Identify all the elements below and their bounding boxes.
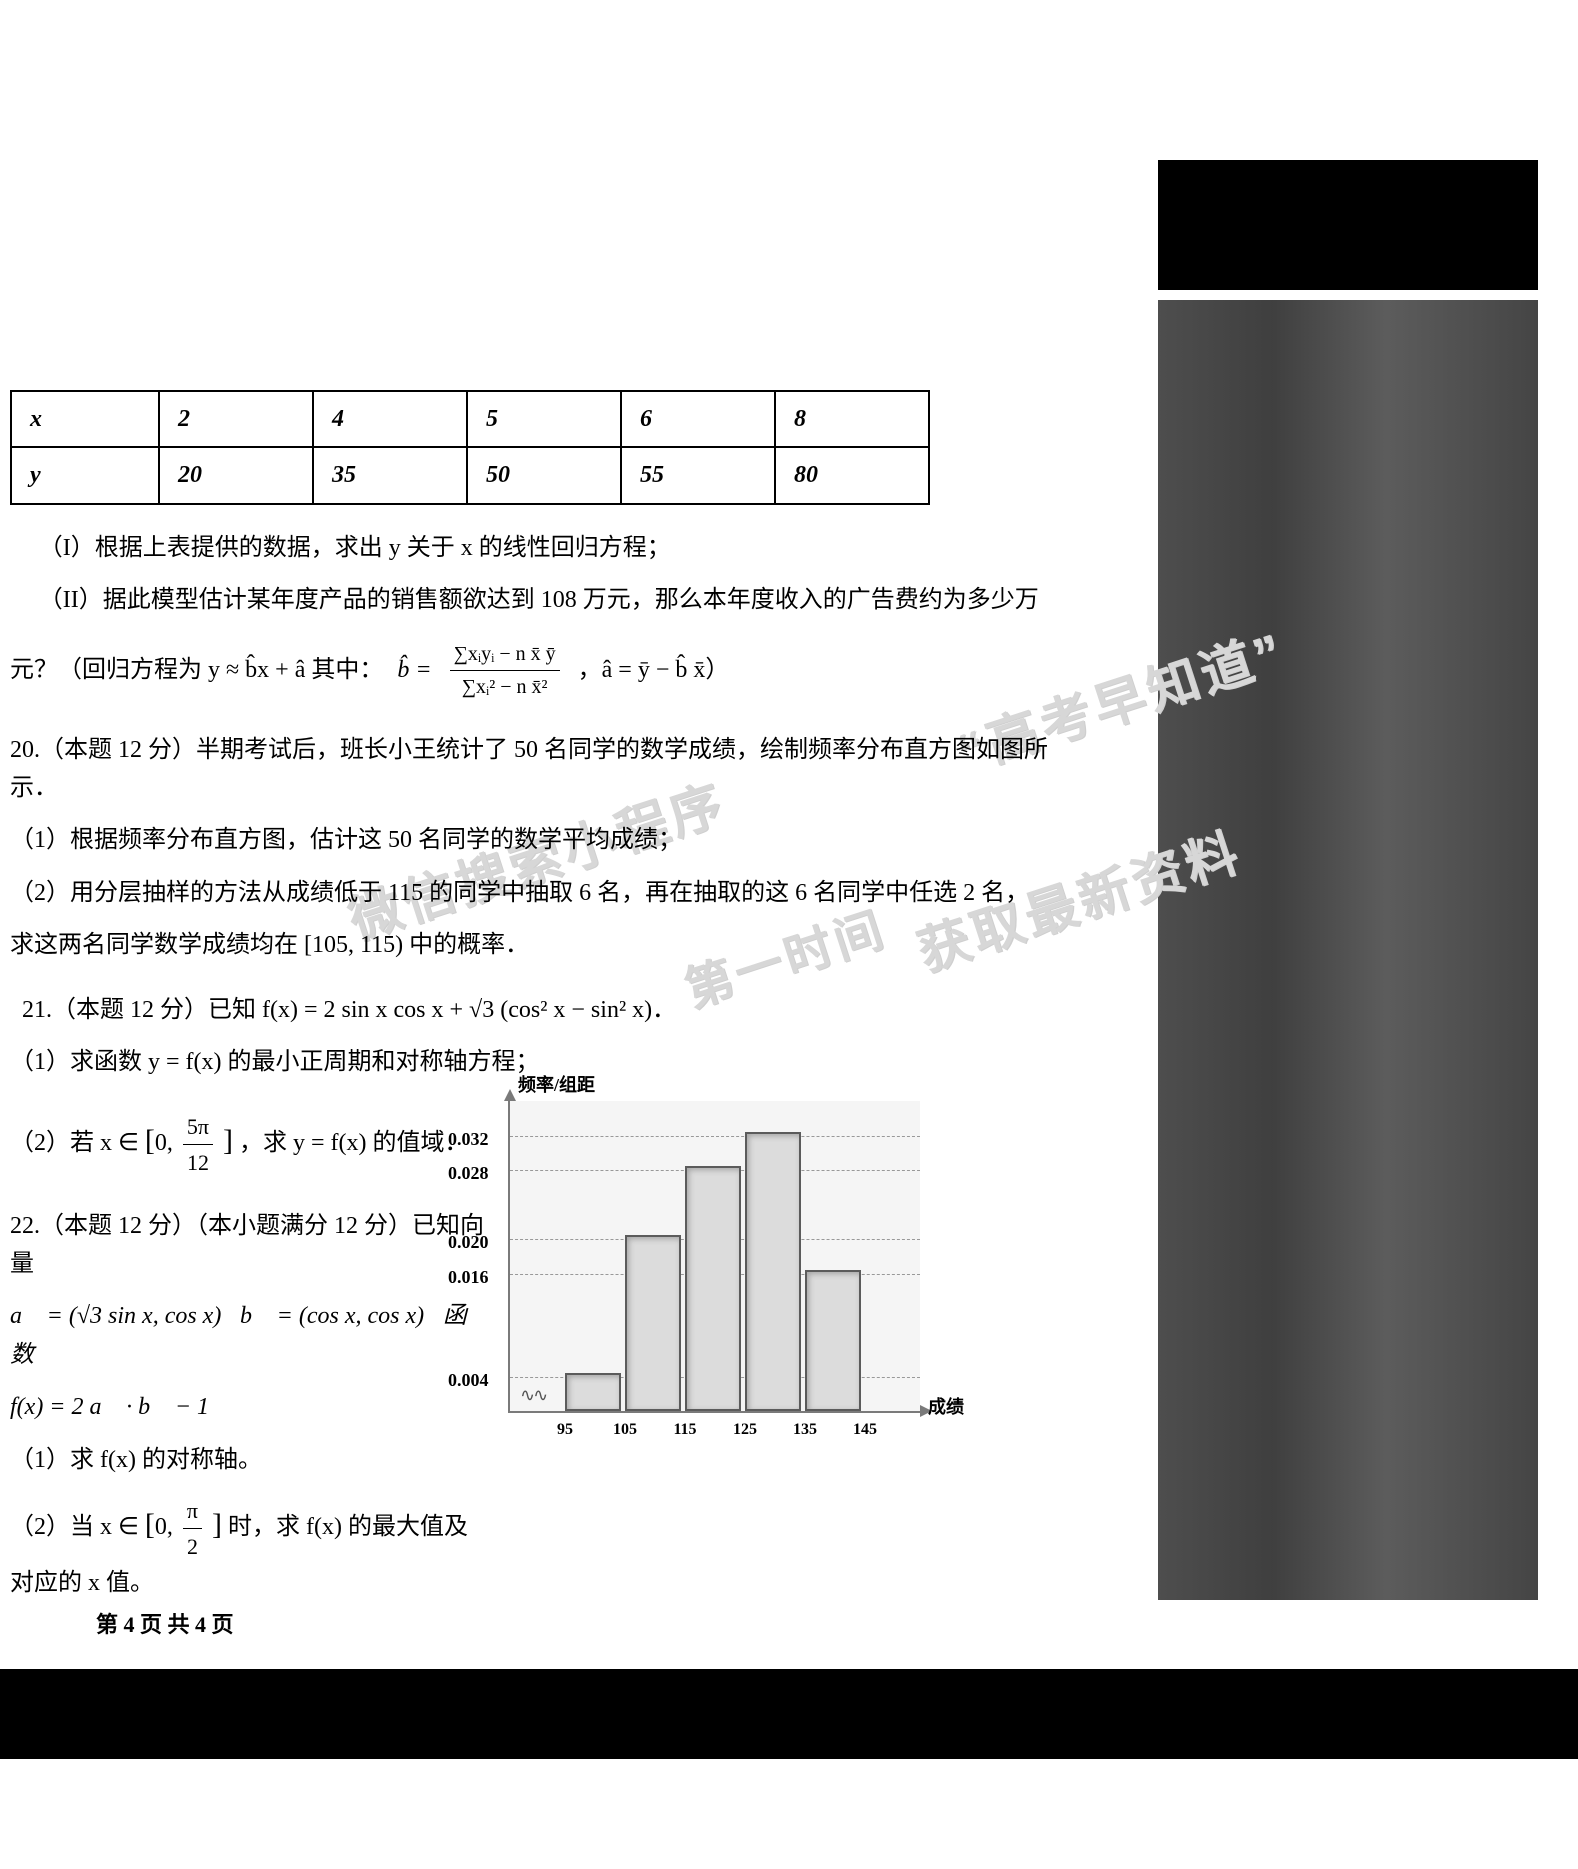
- table-cell: 55: [621, 447, 775, 503]
- y-tick-label: 0.032: [448, 1125, 489, 1154]
- histogram-figure: 频率/组距 成绩 ∿∿ 0.0040.0160.0200.0280.032951…: [508, 1091, 938, 1413]
- q19-formula: 元？（回归方程为 y ≈ b̂x + â 其中： b̂ = ∑xᵢyᵢ − n …: [10, 638, 1060, 703]
- y-tick-label: 0.028: [448, 1159, 489, 1188]
- q22-fx: f(x) = 2 a⃗ · b⃗ − 1: [10, 1388, 490, 1426]
- page-content: x 2 4 5 6 8 y 20 35 50 55 80 （I）根据上表提供的数…: [10, 390, 1060, 1617]
- y-axis-arrow: [504, 1089, 516, 1101]
- table-cell: 80: [775, 447, 929, 503]
- q21-frac: 5π 12: [183, 1109, 213, 1180]
- y-tick-label: 0.004: [448, 1366, 489, 1395]
- histogram-bar: [745, 1132, 801, 1412]
- q22-vectors: a⃗ = (√3 sin x, cos x)，b⃗ = (cos x, cos …: [10, 1297, 490, 1374]
- x-tick-label: 135: [793, 1417, 817, 1443]
- exam-page: “高考早知道” 微信搜索小程序 获取最新资料 第一时间 x 2 4 5 6 8 …: [0, 0, 1578, 1869]
- page-number: 第 4 页 共 4 页: [96, 1607, 234, 1639]
- q22-p2a: （2）当 x ∈: [10, 1514, 139, 1540]
- histogram-bar: [805, 1270, 861, 1412]
- bhat-denominator: ∑xᵢ² − n x̄²: [458, 671, 552, 703]
- q20-head: 20.（本题 12 分）半期考试后，班长小王统计了 50 名同学的数学成绩，绘制…: [10, 731, 1060, 808]
- q22-part1: （1）求 f(x) 的对称轴。: [10, 1441, 490, 1479]
- y-tick-label: 0.016: [448, 1263, 489, 1292]
- table-cell: 8: [775, 391, 929, 447]
- xy-data-table: x 2 4 5 6 8 y 20 35 50 55 80: [10, 390, 930, 505]
- q21-p2a: （2）若 x ∈: [10, 1131, 139, 1157]
- table-header-y: y: [11, 447, 159, 503]
- x-tick-label: 95: [557, 1417, 573, 1443]
- q20-part3: 求这两名同学数学成绩均在 [105, 115) 中的概率．: [10, 926, 1060, 964]
- histogram-bar: [685, 1166, 741, 1411]
- bhat-numerator: ∑xᵢyᵢ − n x̄ ȳ: [450, 638, 560, 671]
- q22-frac: π 2: [183, 1493, 202, 1564]
- table-cell: 5: [467, 391, 621, 447]
- table-cell: 4: [313, 391, 467, 447]
- q20-part2: （2）用分层抽样的方法从成绩低于 115 的同学中抽取 6 名，再在抽取的这 6…: [10, 874, 1060, 912]
- scan-black-top: [1158, 160, 1538, 290]
- histogram-bar: [625, 1235, 681, 1411]
- left-column: （2）若 x ∈ [0, 5π 12 ] ，求 y = f(x) 的值域． 22…: [10, 1095, 490, 1616]
- q21-frac-top: 5π: [183, 1109, 213, 1145]
- q21-head: 21.（本题 12 分）已知 f(x) = 2 sin x cos x + √3…: [10, 991, 1060, 1029]
- q21-frac-bot: 12: [183, 1145, 213, 1180]
- x-axis-title: 成绩: [928, 1393, 964, 1422]
- q21-p2b: ，求 y = f(x) 的值域．: [239, 1131, 469, 1157]
- scan-dark-right: [1158, 300, 1538, 1600]
- q22-frac-bot: 2: [183, 1529, 202, 1564]
- q22-head: 22.（本题 12 分）（本小题满分 12 分）已知向量: [10, 1207, 490, 1284]
- y-axis-title: 频率/组距: [518, 1071, 595, 1100]
- bhat-label: b̂ =: [397, 651, 431, 689]
- q20-part1: （1）根据频率分布直方图，估计这 50 名同学的数学平均成绩；: [10, 821, 1060, 859]
- ahat-formula: ，â = ȳ − b̂ x̄）: [578, 651, 730, 689]
- q22-part2: （2）当 x ∈ [0, π 2 ] 时，求 f(x) 的最大值及对应的 x 值…: [10, 1493, 490, 1603]
- y-tick-label: 0.020: [448, 1228, 489, 1257]
- x-tick-label: 125: [733, 1417, 757, 1443]
- table-header-x: x: [11, 391, 159, 447]
- q21-part2: （2）若 x ∈ [0, 5π 12 ] ，求 y = f(x) 的值域．: [10, 1109, 490, 1180]
- q19-p3-prefix: 元？（回归方程为 y ≈ b̂x + â 其中：: [10, 651, 383, 689]
- axis-break-icon: ∿∿: [520, 1381, 546, 1410]
- histogram-plot: 频率/组距 成绩 ∿∿ 0.0040.0160.0200.0280.032951…: [508, 1101, 920, 1413]
- histogram-bar: [565, 1373, 621, 1411]
- table-cell: 50: [467, 447, 621, 503]
- x-tick-label: 115: [673, 1417, 696, 1443]
- scan-black-bottom: [0, 1669, 1578, 1759]
- table-cell: 20: [159, 447, 313, 503]
- q22-frac-top: π: [183, 1493, 202, 1529]
- x-tick-label: 145: [853, 1417, 877, 1443]
- table-cell: 2: [159, 391, 313, 447]
- bhat-fraction: ∑xᵢyᵢ − n x̄ ȳ ∑xᵢ² − n x̄²: [450, 638, 560, 703]
- q19-part2: （II）据此模型估计某年度产品的销售额欲达到 108 万元，那么本年度收入的广告…: [10, 581, 1060, 619]
- table-row: y 20 35 50 55 80: [11, 447, 929, 503]
- gridline: [510, 1136, 920, 1137]
- table-cell: 35: [313, 447, 467, 503]
- table-cell: 6: [621, 391, 775, 447]
- table-row: x 2 4 5 6 8: [11, 391, 929, 447]
- x-tick-label: 105: [613, 1417, 637, 1443]
- q19-part1: （I）根据上表提供的数据，求出 y 关于 x 的线性回归方程；: [10, 529, 1060, 567]
